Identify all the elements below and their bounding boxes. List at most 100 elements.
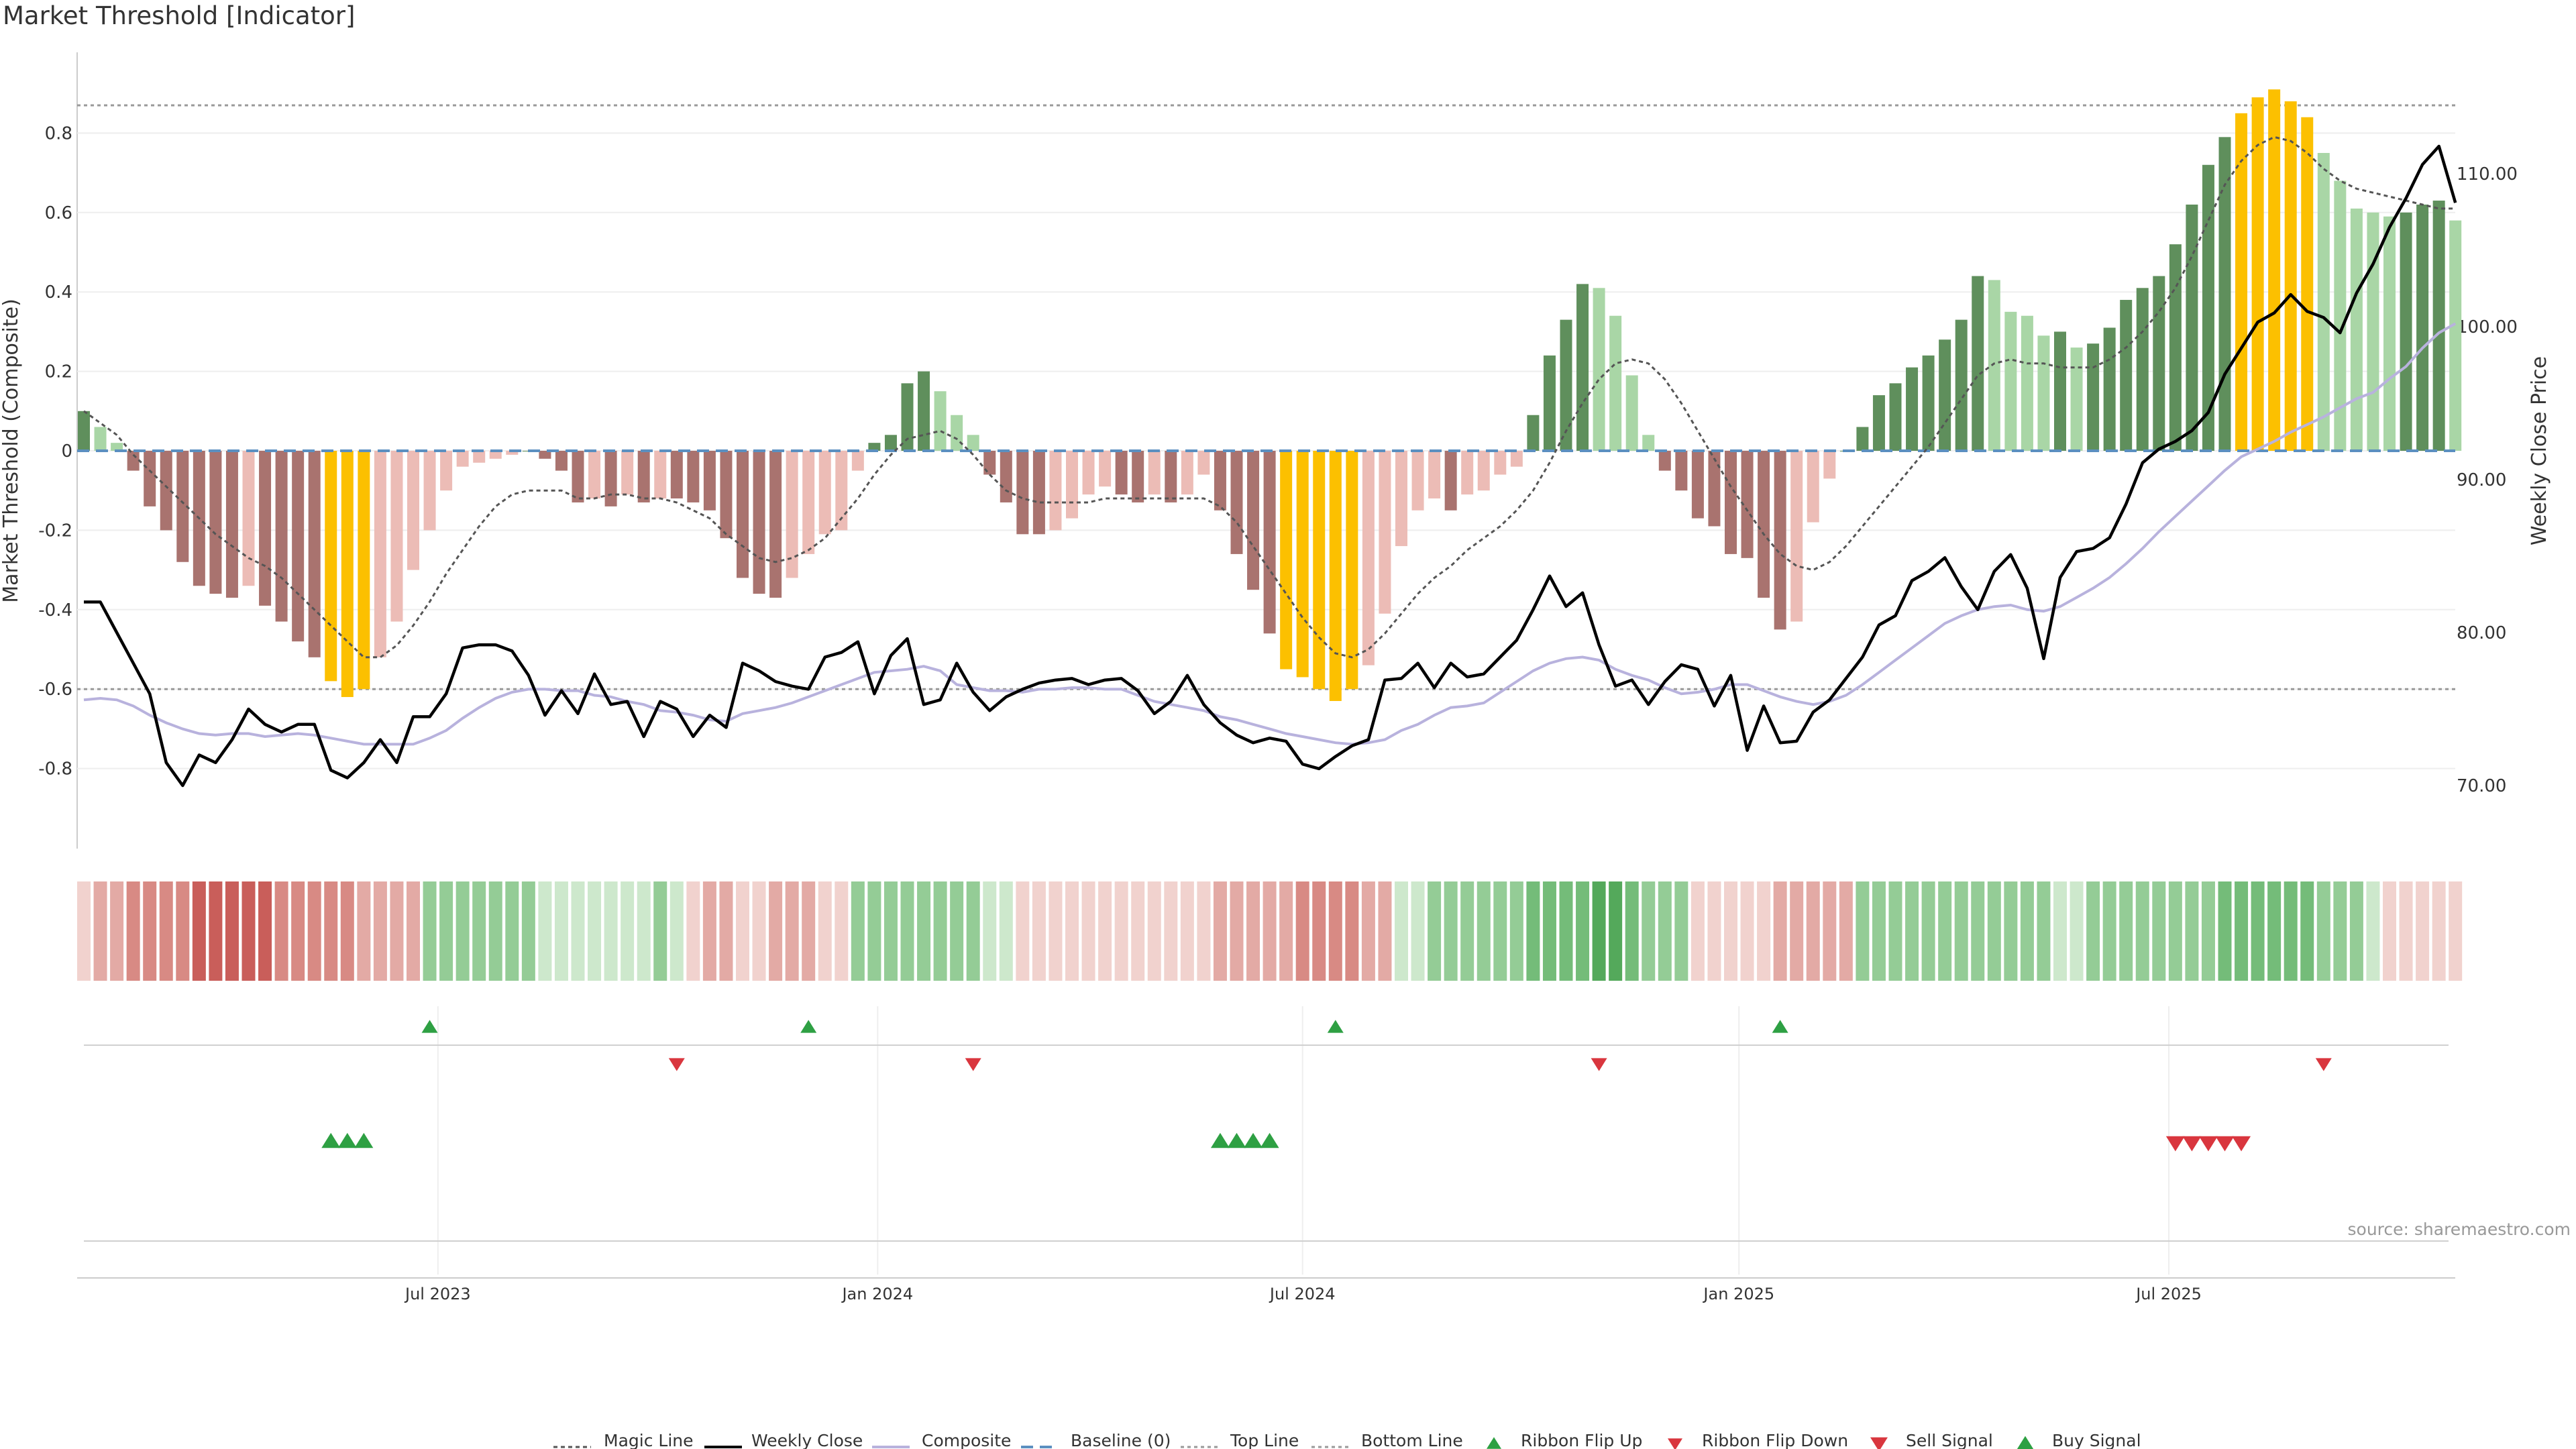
composite-bar [407, 451, 419, 570]
ribbon-cell [2201, 881, 2215, 981]
composite-bar [1708, 451, 1721, 527]
composite-bar [440, 451, 453, 491]
y-tick-label-left: 0.4 [45, 282, 72, 303]
ribbon-cell [1328, 881, 1342, 981]
ribbon-cell [1295, 881, 1309, 981]
ribbon-cell [439, 881, 453, 981]
y-tick-label-left: 0.2 [45, 362, 72, 382]
composite-bar [1955, 319, 1968, 451]
ribbon-cell [2432, 881, 2446, 981]
composite-bar [1263, 451, 1276, 634]
composite-bar [1823, 451, 1836, 479]
composite-bar [2169, 244, 2182, 451]
composite-bar [1016, 451, 1029, 535]
composite-bar [144, 451, 156, 506]
composite-bar [918, 371, 930, 451]
ribbon-cell [983, 881, 997, 981]
ribbon-cell [769, 881, 783, 981]
ribbon-cell [1131, 881, 1145, 981]
ribbon-cell [1114, 881, 1128, 981]
composite-bar [1906, 367, 1919, 451]
composite-bar [1379, 451, 1391, 614]
ribbon-cell [1213, 881, 1227, 981]
sell-signal-marker [2165, 1136, 2185, 1152]
composite-bar [1939, 339, 1951, 451]
ribbon-cell [1197, 881, 1211, 981]
ribbon-cell [159, 881, 173, 981]
ribbon-cell [423, 881, 437, 981]
legend-label: Ribbon Flip Down [1702, 1431, 1848, 1449]
y-tick-label-left: 0 [61, 441, 72, 462]
composite-bar [1049, 451, 1062, 531]
ribbon-flip-down-marker [965, 1058, 981, 1071]
ribbon-cell [1592, 881, 1606, 981]
ribbon-cell [1790, 881, 1804, 981]
composite-bar [1872, 395, 1885, 451]
ribbon-cell [1016, 881, 1030, 981]
composite-bar [374, 451, 386, 657]
composite-bar [2120, 300, 2133, 451]
ribbon-cell [1509, 881, 1523, 981]
composite-bar [2268, 89, 2281, 451]
composite-bar [1165, 451, 1177, 502]
composite-bar [1032, 451, 1045, 535]
ribbon-cell [291, 881, 305, 981]
y-tick-label-left: -0.4 [38, 600, 72, 621]
buy-signal-marker [354, 1132, 374, 1148]
composite-bar [934, 391, 947, 451]
ribbon-cell [2333, 881, 2347, 981]
ribbon-cell [1444, 881, 1458, 981]
ribbon-cell [241, 881, 256, 981]
composite-bar [160, 451, 172, 531]
composite-bar [1758, 451, 1770, 598]
ribbon-cell [1707, 881, 1721, 981]
ribbon-flip-down-marker [2315, 1058, 2332, 1071]
legend-swatch-sell [1870, 1437, 1888, 1449]
ribbon-cell [1674, 881, 1688, 981]
composite-bar [1642, 435, 1655, 451]
ribbon-cell [1411, 881, 1425, 981]
composite-bar [2021, 315, 2033, 451]
composite-bar [225, 451, 238, 598]
composite-bar [1576, 284, 1589, 451]
composite-bar [423, 451, 436, 531]
legend-label: Bottom Line [1361, 1431, 1463, 1449]
buy-signal-marker [1244, 1132, 1263, 1148]
ribbon-cell [2349, 881, 2363, 981]
composite-bar [1972, 276, 1984, 451]
ribbon-cell [1263, 881, 1277, 981]
ribbon-cell [2399, 881, 2413, 981]
composite-bar [1988, 280, 2000, 451]
composite-bar [1329, 451, 1342, 701]
ribbon-cell [1872, 881, 1886, 981]
composite-bar [2284, 101, 2297, 451]
composite-bar [176, 451, 189, 562]
composite-bar [621, 451, 634, 495]
ribbon-cell [1361, 881, 1375, 981]
ribbon-cell [126, 881, 140, 981]
y-tick-label-right: 110.00 [2457, 164, 2518, 184]
y-axis-label-right: Weekly Close Price [2528, 356, 2551, 545]
composite-bar [2054, 331, 2066, 451]
composite-bar [1411, 451, 1424, 511]
ribbon-cell [1428, 881, 1442, 981]
y-tick-label-right: 80.00 [2457, 623, 2506, 643]
legend-swatch-flipdown [1668, 1438, 1682, 1449]
ribbon-cell [1230, 881, 1244, 981]
composite-bar [654, 451, 667, 499]
composite-bar [2235, 113, 2248, 451]
composite-bar [358, 451, 370, 690]
weekly-close-line [84, 144, 2457, 788]
composite-bar [1593, 288, 1605, 451]
legend-label: Magic Line [604, 1431, 694, 1449]
composite-bar [456, 451, 469, 467]
ribbon-cell [1576, 881, 1590, 981]
x-tick-label: Jan 2024 [841, 1285, 913, 1303]
composite-bar [1609, 315, 1622, 451]
composite-bar [670, 451, 683, 499]
ribbon-cell [2251, 881, 2265, 981]
sell-signal-marker [2182, 1136, 2202, 1152]
composite-bar [737, 451, 749, 578]
composite-bar [687, 451, 700, 502]
ribbon-cell [669, 881, 684, 981]
